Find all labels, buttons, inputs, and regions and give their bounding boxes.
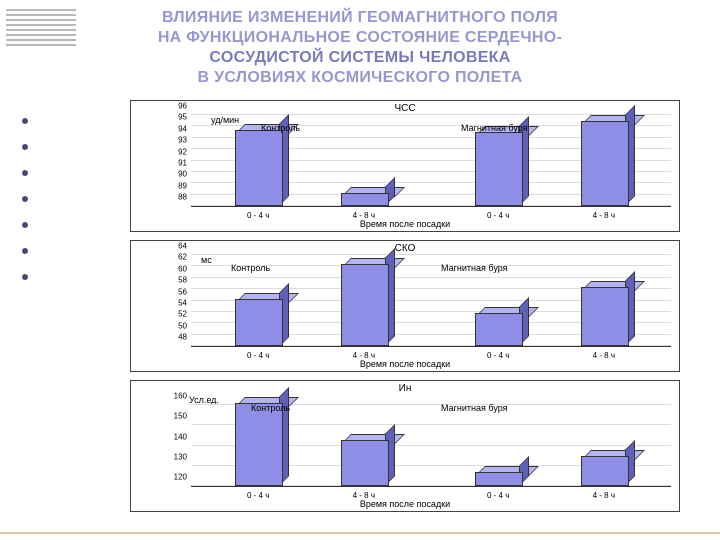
bar [235, 301, 281, 347]
bullet-dot [22, 222, 28, 228]
bar [341, 195, 387, 206]
footer-rule [0, 532, 720, 534]
bullet-dot [22, 170, 28, 176]
y-tick-label: 58 [157, 276, 187, 285]
y-tick-label: 91 [157, 158, 187, 167]
title-line-4: В УСЛОВИЯХ КОСМИЧЕСКОГО ПОЛЕТА [197, 69, 522, 86]
title-line-2: НА ФУНКЦИОНАЛЬНОЕ СОСТОЯНИЕ СЕРДЕЧНО- [158, 29, 562, 46]
y-tick-label: 93 [157, 136, 187, 145]
bar [235, 132, 281, 206]
bar [475, 134, 521, 206]
y-tick-label: 56 [157, 287, 187, 296]
bar [341, 266, 387, 346]
y-tick-label: 130 [157, 452, 187, 461]
x-axis-label: Время после посадки [131, 219, 679, 229]
y-tick-label: 48 [157, 333, 187, 342]
chart-title: ЧСС [131, 103, 679, 114]
bullet-dot [22, 248, 28, 254]
y-tick-label: 64 [157, 242, 187, 251]
y-tick-label: 90 [157, 170, 187, 179]
bar [581, 458, 627, 486]
gridline [191, 277, 671, 278]
y-tick-label: 95 [157, 113, 187, 122]
slide-title: ВЛИЯНИЕ ИЗМЕНЕНИЙ ГЕОМАГНИТНОГО ПОЛЯ НА … [0, 8, 720, 88]
bar [475, 474, 521, 486]
y-tick-label: 150 [157, 412, 187, 421]
y-tick-label: 50 [157, 321, 187, 330]
y-tick-label: 60 [157, 264, 187, 273]
y-tick-label: 160 [157, 392, 187, 401]
y-tick-label: 140 [157, 432, 187, 441]
group-label: Контроль [231, 263, 270, 273]
x-axis-label: Время после посадки [131, 359, 679, 369]
bullet-dot [22, 196, 28, 202]
group-label: Контроль [261, 123, 300, 133]
gridline [191, 254, 671, 255]
y-tick-label: 88 [157, 193, 187, 202]
y-tick-label: 92 [157, 147, 187, 156]
group-label: Контроль [251, 403, 290, 413]
y-tick-label: 54 [157, 298, 187, 307]
y-tick-label: 62 [157, 253, 187, 262]
chart-title: СКО [131, 243, 679, 254]
chart-title: Ин [131, 383, 679, 394]
bullet-column [22, 118, 28, 300]
x-axis-label: Время после посадки [131, 499, 679, 509]
title-line-1: ВЛИЯНИЕ ИЗМЕНЕНИЙ ГЕОМАГНИТНОГО ПОЛЯ [162, 9, 558, 26]
bar [341, 442, 387, 486]
bullet-dot [22, 118, 28, 124]
bar [235, 405, 281, 486]
group-label: Магнитная буря [461, 123, 528, 133]
y-tick-label: 52 [157, 310, 187, 319]
bullet-dot [22, 144, 28, 150]
group-label: Магнитная буря [441, 403, 508, 413]
chart-panel: СКОмс4850525456586062640 - 4 ч4 - 8 ч0 -… [130, 240, 680, 372]
bullet-dot [22, 274, 28, 280]
y-tick-label: 89 [157, 181, 187, 190]
y-tick-label: 120 [157, 473, 187, 482]
chart-panel: ИнУсл.ед.1201301401501600 - 4 ч4 - 8 ч0 … [130, 380, 680, 512]
title-line-3: СОСУДИСТОЙ СИСТЕМЫ ЧЕЛОВЕКА [209, 49, 510, 66]
y-tick-label: 94 [157, 124, 187, 133]
bar [475, 315, 521, 346]
bar [581, 289, 627, 346]
bar [581, 123, 627, 206]
group-label: Магнитная буря [441, 263, 508, 273]
chart-panel: ЧССуд/мин8889909192939495960 - 4 ч4 - 8 … [130, 100, 680, 232]
charts-area: ЧССуд/мин8889909192939495960 - 4 ч4 - 8 … [130, 100, 680, 520]
y-tick-label: 96 [157, 102, 187, 111]
